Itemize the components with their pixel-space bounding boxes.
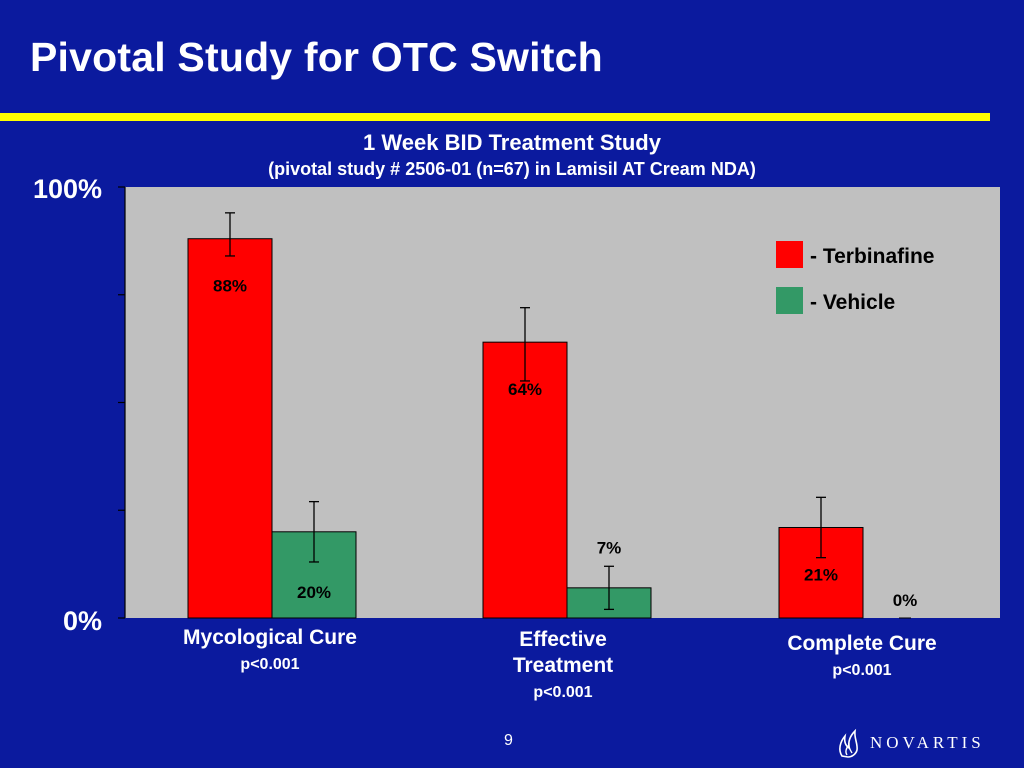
data-label: 20% <box>297 583 331 602</box>
category-label-complete-cure: Complete Cure p<0.001 <box>752 631 972 682</box>
category-p-value: p<0.001 <box>240 656 300 673</box>
novartis-flame-icon <box>839 728 858 758</box>
chart-subtitle: (pivotal study # 2506-01 (n=67) in Lamis… <box>268 159 756 179</box>
data-label: 7% <box>597 538 622 557</box>
legend-swatch-terbinafine <box>776 241 803 268</box>
novartis-logo: NOVARTIS <box>836 728 985 758</box>
bar-terbinafine-1 <box>482 341 568 619</box>
title-divider <box>0 113 990 121</box>
slide-number: 9 <box>504 732 513 749</box>
data-label: 64% <box>508 380 542 399</box>
y-tick-label-min: 0% <box>63 606 102 636</box>
category-label-effective-treatment: Effective Treatment p<0.001 <box>488 627 638 704</box>
legend-label-terbinafine: - Terbinafine <box>810 245 934 268</box>
category-p-value: p<0.001 <box>832 662 892 679</box>
logo-wordmark: NOVARTIS <box>870 733 985 752</box>
data-label: 0% <box>893 591 918 610</box>
y-tick-label-max: 100% <box>33 174 102 204</box>
slide-title: Pivotal Study for OTC Switch <box>30 34 603 80</box>
legend-swatch-vehicle <box>776 287 803 314</box>
category-p-value: p<0.001 <box>533 684 593 701</box>
data-label: 88% <box>213 277 247 296</box>
category-name: Mycological Cure <box>183 626 357 649</box>
legend-label-vehicle: - Vehicle <box>810 291 895 314</box>
category-label-mycological-cure: Mycological Cure p<0.001 <box>160 625 380 676</box>
category-name: Effective Treatment <box>512 628 614 677</box>
category-name: Complete Cure <box>787 632 937 655</box>
chart-title: 1 Week BID Treatment Study <box>363 130 661 155</box>
bar-terbinafine-0 <box>187 238 273 619</box>
data-label: 21% <box>804 565 838 584</box>
